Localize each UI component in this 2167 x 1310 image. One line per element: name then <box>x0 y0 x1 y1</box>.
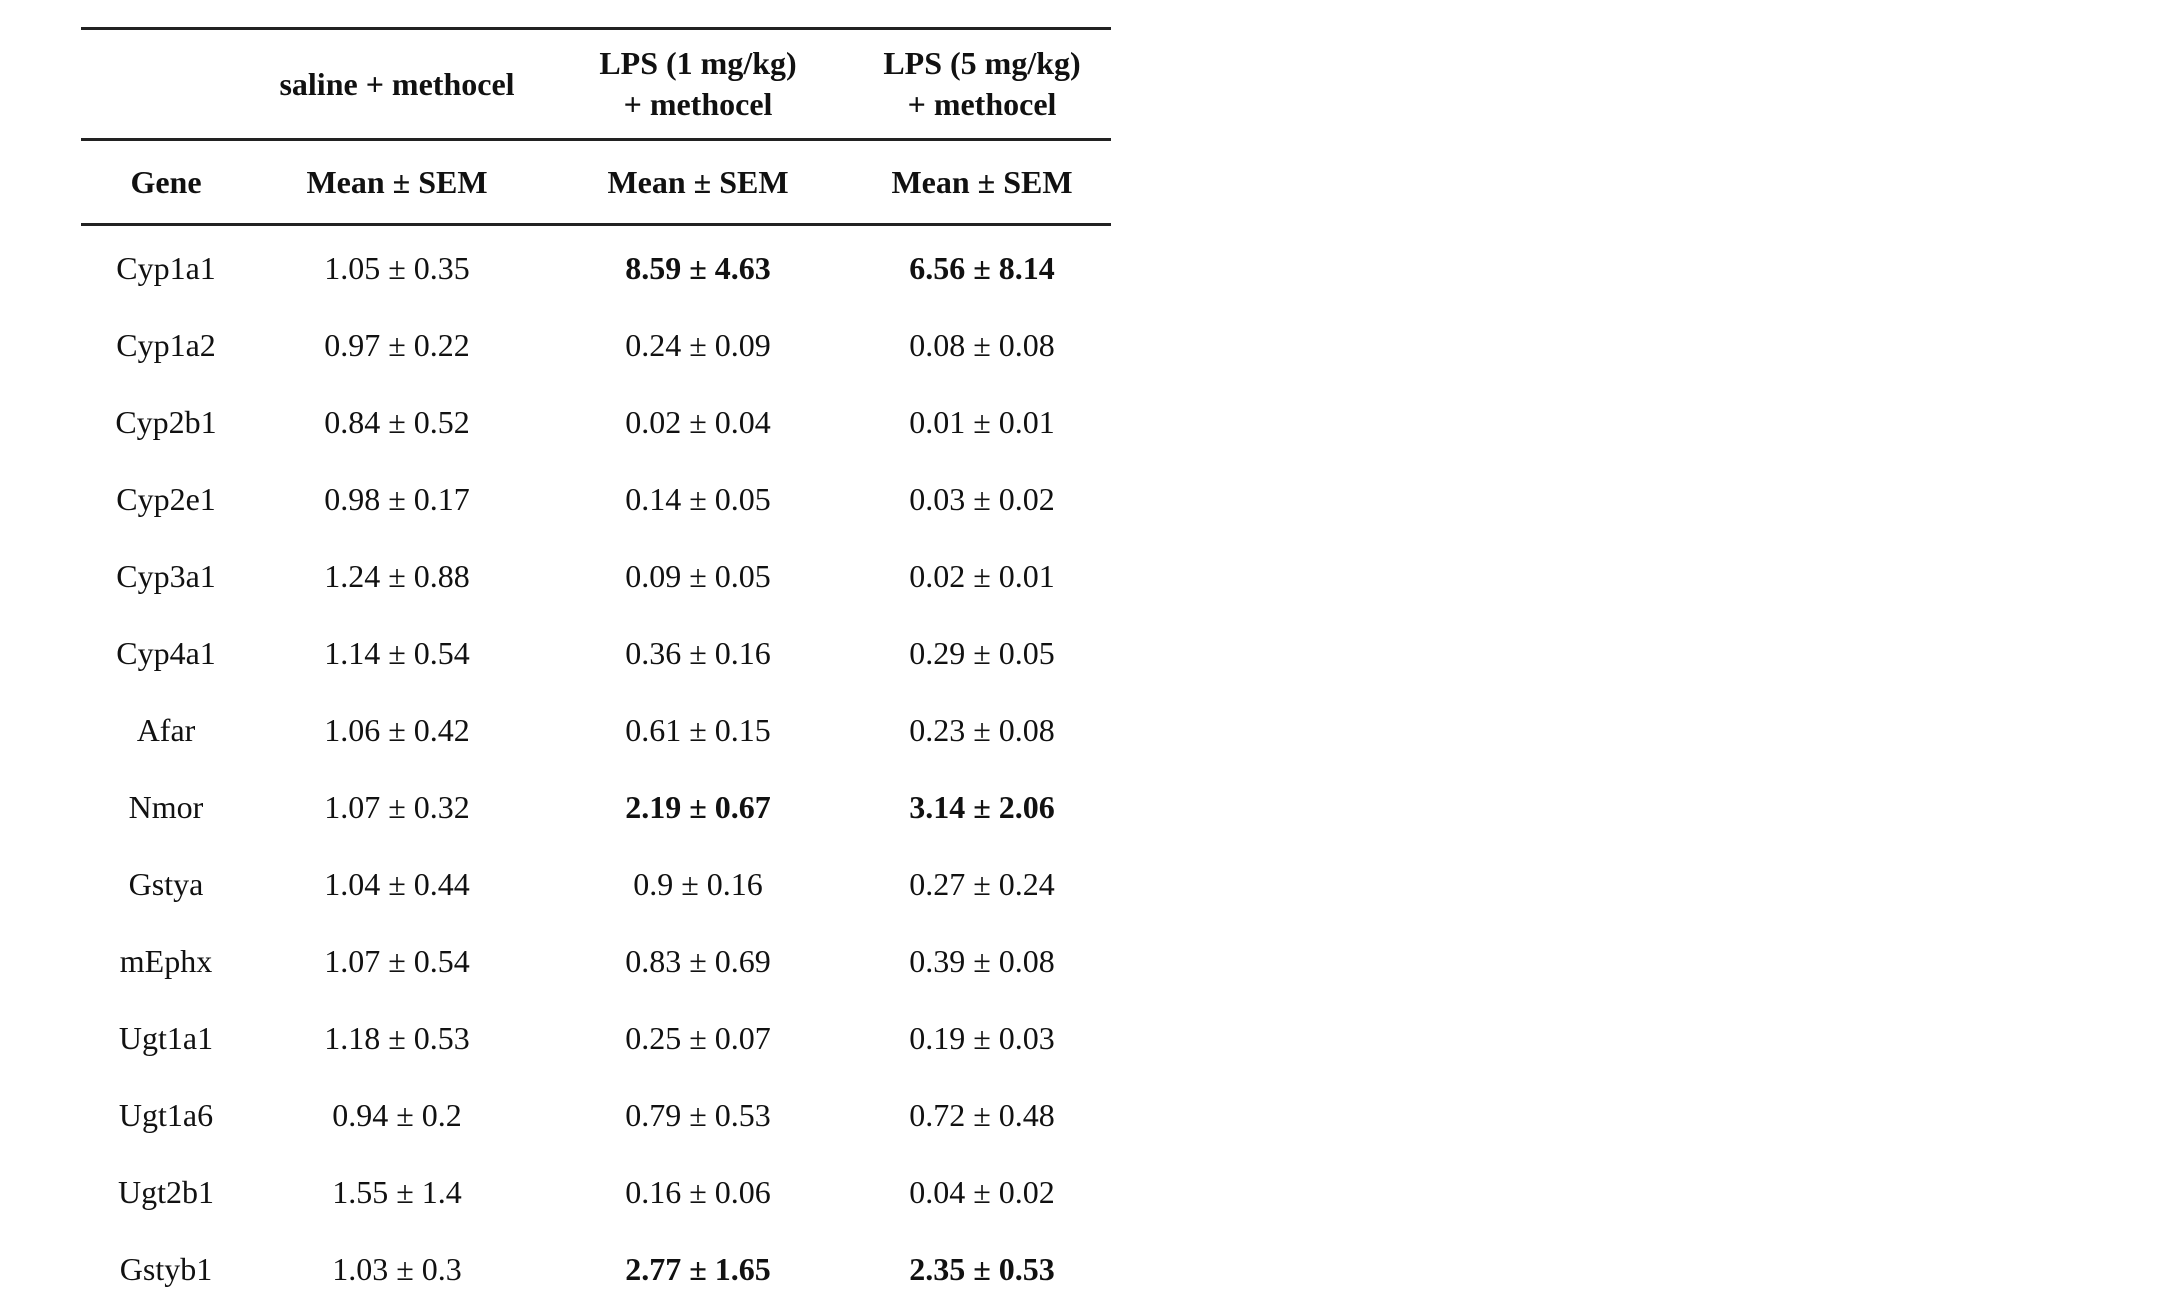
lps5-value-cell: 2.35 ± 0.53 <box>909 1251 1055 1287</box>
gene-cell: Cyp1a2 <box>116 327 216 363</box>
lps5-value-cell: 0.39 ± 0.08 <box>909 943 1055 979</box>
column-header-gene: Gene <box>81 139 251 226</box>
table-row: Nmor 1.07 ± 0.32 2.19 ± 0.67 3.14 ± 2.06 <box>81 769 1111 846</box>
gene-cell: Cyp2b1 <box>115 404 217 440</box>
column-header-saline-mean-sem: Mean ± SEM <box>251 139 543 226</box>
lps5-value-cell: 3.14 ± 2.06 <box>909 789 1055 825</box>
gene-cell: Ugt2b1 <box>118 1174 214 1210</box>
saline-value-cell: 0.84 ± 0.52 <box>324 404 470 440</box>
saline-value-cell: 1.24 ± 0.88 <box>324 558 470 594</box>
gene-cell: Nmor <box>128 789 204 825</box>
gene-expression-table-container: saline + methocel LPS (1 mg/kg) + methoc… <box>81 27 1111 1308</box>
lps1-value-cell: 0.83 ± 0.69 <box>625 943 771 979</box>
gene-cell: Cyp4a1 <box>116 635 216 671</box>
group-header-gene <box>81 27 251 141</box>
gene-cell: Cyp3a1 <box>116 558 216 594</box>
table-row: Ugt2b1 1.55 ± 1.4 0.16 ± 0.06 0.04 ± 0.02 <box>81 1154 1111 1231</box>
saline-value-cell: 1.14 ± 0.54 <box>324 635 470 671</box>
saline-value-cell: 1.03 ± 0.3 <box>332 1251 462 1287</box>
table-row: Gstyb1 1.03 ± 0.3 2.77 ± 1.65 2.35 ± 0.53 <box>81 1231 1111 1308</box>
saline-value-cell: 1.05 ± 0.35 <box>324 250 470 286</box>
sub-header-row: Gene Mean ± SEM Mean ± SEM Mean ± SEM <box>81 139 1111 226</box>
lps5-value-cell: 0.19 ± 0.03 <box>909 1020 1055 1056</box>
lps5-value-cell: 6.56 ± 8.14 <box>909 250 1055 286</box>
gene-cell: Cyp1a1 <box>116 250 216 286</box>
lps1-value-cell: 0.16 ± 0.06 <box>625 1174 771 1210</box>
saline-value-cell: 1.07 ± 0.54 <box>324 943 470 979</box>
gene-cell: Gstyb1 <box>119 1251 213 1287</box>
lps1-value-cell: 8.59 ± 4.63 <box>625 250 771 286</box>
lps1-value-cell: 2.19 ± 0.67 <box>625 789 771 825</box>
lps5-value-cell: 0.23 ± 0.08 <box>909 712 1055 748</box>
saline-value-cell: 0.94 ± 0.2 <box>332 1097 462 1133</box>
saline-value-cell: 1.18 ± 0.53 <box>324 1020 470 1056</box>
table-body: Cyp1a1 1.05 ± 0.35 8.59 ± 4.63 6.56 ± 8.14 C… <box>81 225 1111 1309</box>
lps5-value-cell: 0.29 ± 0.05 <box>909 635 1055 671</box>
table-row: Cyp1a2 0.97 ± 0.22 0.24 ± 0.09 0.08 ± 0.08 <box>81 307 1111 384</box>
lps1-value-cell: 0.24 ± 0.09 <box>625 327 771 363</box>
table-header: saline + methocel LPS (1 mg/kg) + methoc… <box>81 27 1111 226</box>
lps1-value-cell: 0.9 ± 0.16 <box>633 866 763 902</box>
group-header-saline: saline + methocel <box>251 27 543 141</box>
saline-value-cell: 0.98 ± 0.17 <box>324 481 470 517</box>
table-row: Cyp2b1 0.84 ± 0.52 0.02 ± 0.04 0.01 ± 0.01 <box>81 384 1111 461</box>
table-row: Cyp4a1 1.14 ± 0.54 0.36 ± 0.16 0.29 ± 0.05 <box>81 615 1111 692</box>
gene-cell: Ugt1a6 <box>118 1097 214 1133</box>
lps5-value-cell: 0.04 ± 0.02 <box>909 1174 1055 1210</box>
lps1-value-cell: 0.79 ± 0.53 <box>625 1097 771 1133</box>
table-row: Cyp3a1 1.24 ± 0.88 0.09 ± 0.05 0.02 ± 0.01 <box>81 538 1111 615</box>
saline-value-cell: 0.97 ± 0.22 <box>324 327 470 363</box>
gene-cell: Cyp2e1 <box>116 481 216 517</box>
lps1-value-cell: 0.61 ± 0.15 <box>625 712 771 748</box>
saline-value-cell: 1.04 ± 0.44 <box>324 866 470 902</box>
lps5-value-cell: 0.01 ± 0.01 <box>909 404 1055 440</box>
lps1-value-cell: 0.25 ± 0.07 <box>625 1020 771 1056</box>
table-row: mEphx 1.07 ± 0.54 0.83 ± 0.69 0.39 ± 0.08 <box>81 923 1111 1000</box>
lps1-value-cell: 0.36 ± 0.16 <box>625 635 771 671</box>
saline-value-cell: 1.06 ± 0.42 <box>324 712 470 748</box>
column-header-lps5-mean-sem: Mean ± SEM <box>853 139 1111 226</box>
gene-cell: Ugt1a1 <box>118 1020 214 1056</box>
saline-value-cell: 1.07 ± 0.32 <box>324 789 470 825</box>
lps1-value-cell: 0.14 ± 0.05 <box>625 481 771 517</box>
group-header-row: saline + methocel LPS (1 mg/kg) + methoc… <box>81 27 1111 141</box>
table-row: Gstya 1.04 ± 0.44 0.9 ± 0.16 0.27 ± 0.24 <box>81 846 1111 923</box>
lps5-value-cell: 0.27 ± 0.24 <box>909 866 1055 902</box>
table-row: Cyp2e1 0.98 ± 0.17 0.14 ± 0.05 0.03 ± 0.02 <box>81 461 1111 538</box>
table-row: Ugt1a1 1.18 ± 0.53 0.25 ± 0.07 0.19 ± 0.03 <box>81 1000 1111 1077</box>
group-header-lps-5: LPS (5 mg/kg) + methocel <box>853 27 1111 141</box>
group-header-lps-1: LPS (1 mg/kg) + methocel <box>543 27 853 141</box>
gene-cell: Gstya <box>128 866 204 902</box>
gene-expression-table: saline + methocel LPS (1 mg/kg) + methoc… <box>81 27 1111 1308</box>
lps1-value-cell: 0.02 ± 0.04 <box>625 404 771 440</box>
saline-value-cell: 1.55 ± 1.4 <box>332 1174 462 1210</box>
gene-cell: mEphx <box>119 943 213 979</box>
table-row: Afar 1.06 ± 0.42 0.61 ± 0.15 0.23 ± 0.08 <box>81 692 1111 769</box>
lps5-value-cell: 0.08 ± 0.08 <box>909 327 1055 363</box>
lps5-value-cell: 0.02 ± 0.01 <box>909 558 1055 594</box>
table-row: Ugt1a6 0.94 ± 0.2 0.79 ± 0.53 0.72 ± 0.48 <box>81 1077 1111 1154</box>
table-row: Cyp1a1 1.05 ± 0.35 8.59 ± 4.63 6.56 ± 8.14 <box>81 225 1111 308</box>
lps1-value-cell: 2.77 ± 1.65 <box>625 1251 771 1287</box>
lps5-value-cell: 0.03 ± 0.02 <box>909 481 1055 517</box>
column-header-lps1-mean-sem: Mean ± SEM <box>543 139 853 226</box>
gene-cell: Afar <box>136 712 196 748</box>
lps5-value-cell: 0.72 ± 0.48 <box>909 1097 1055 1133</box>
lps1-value-cell: 0.09 ± 0.05 <box>625 558 771 594</box>
